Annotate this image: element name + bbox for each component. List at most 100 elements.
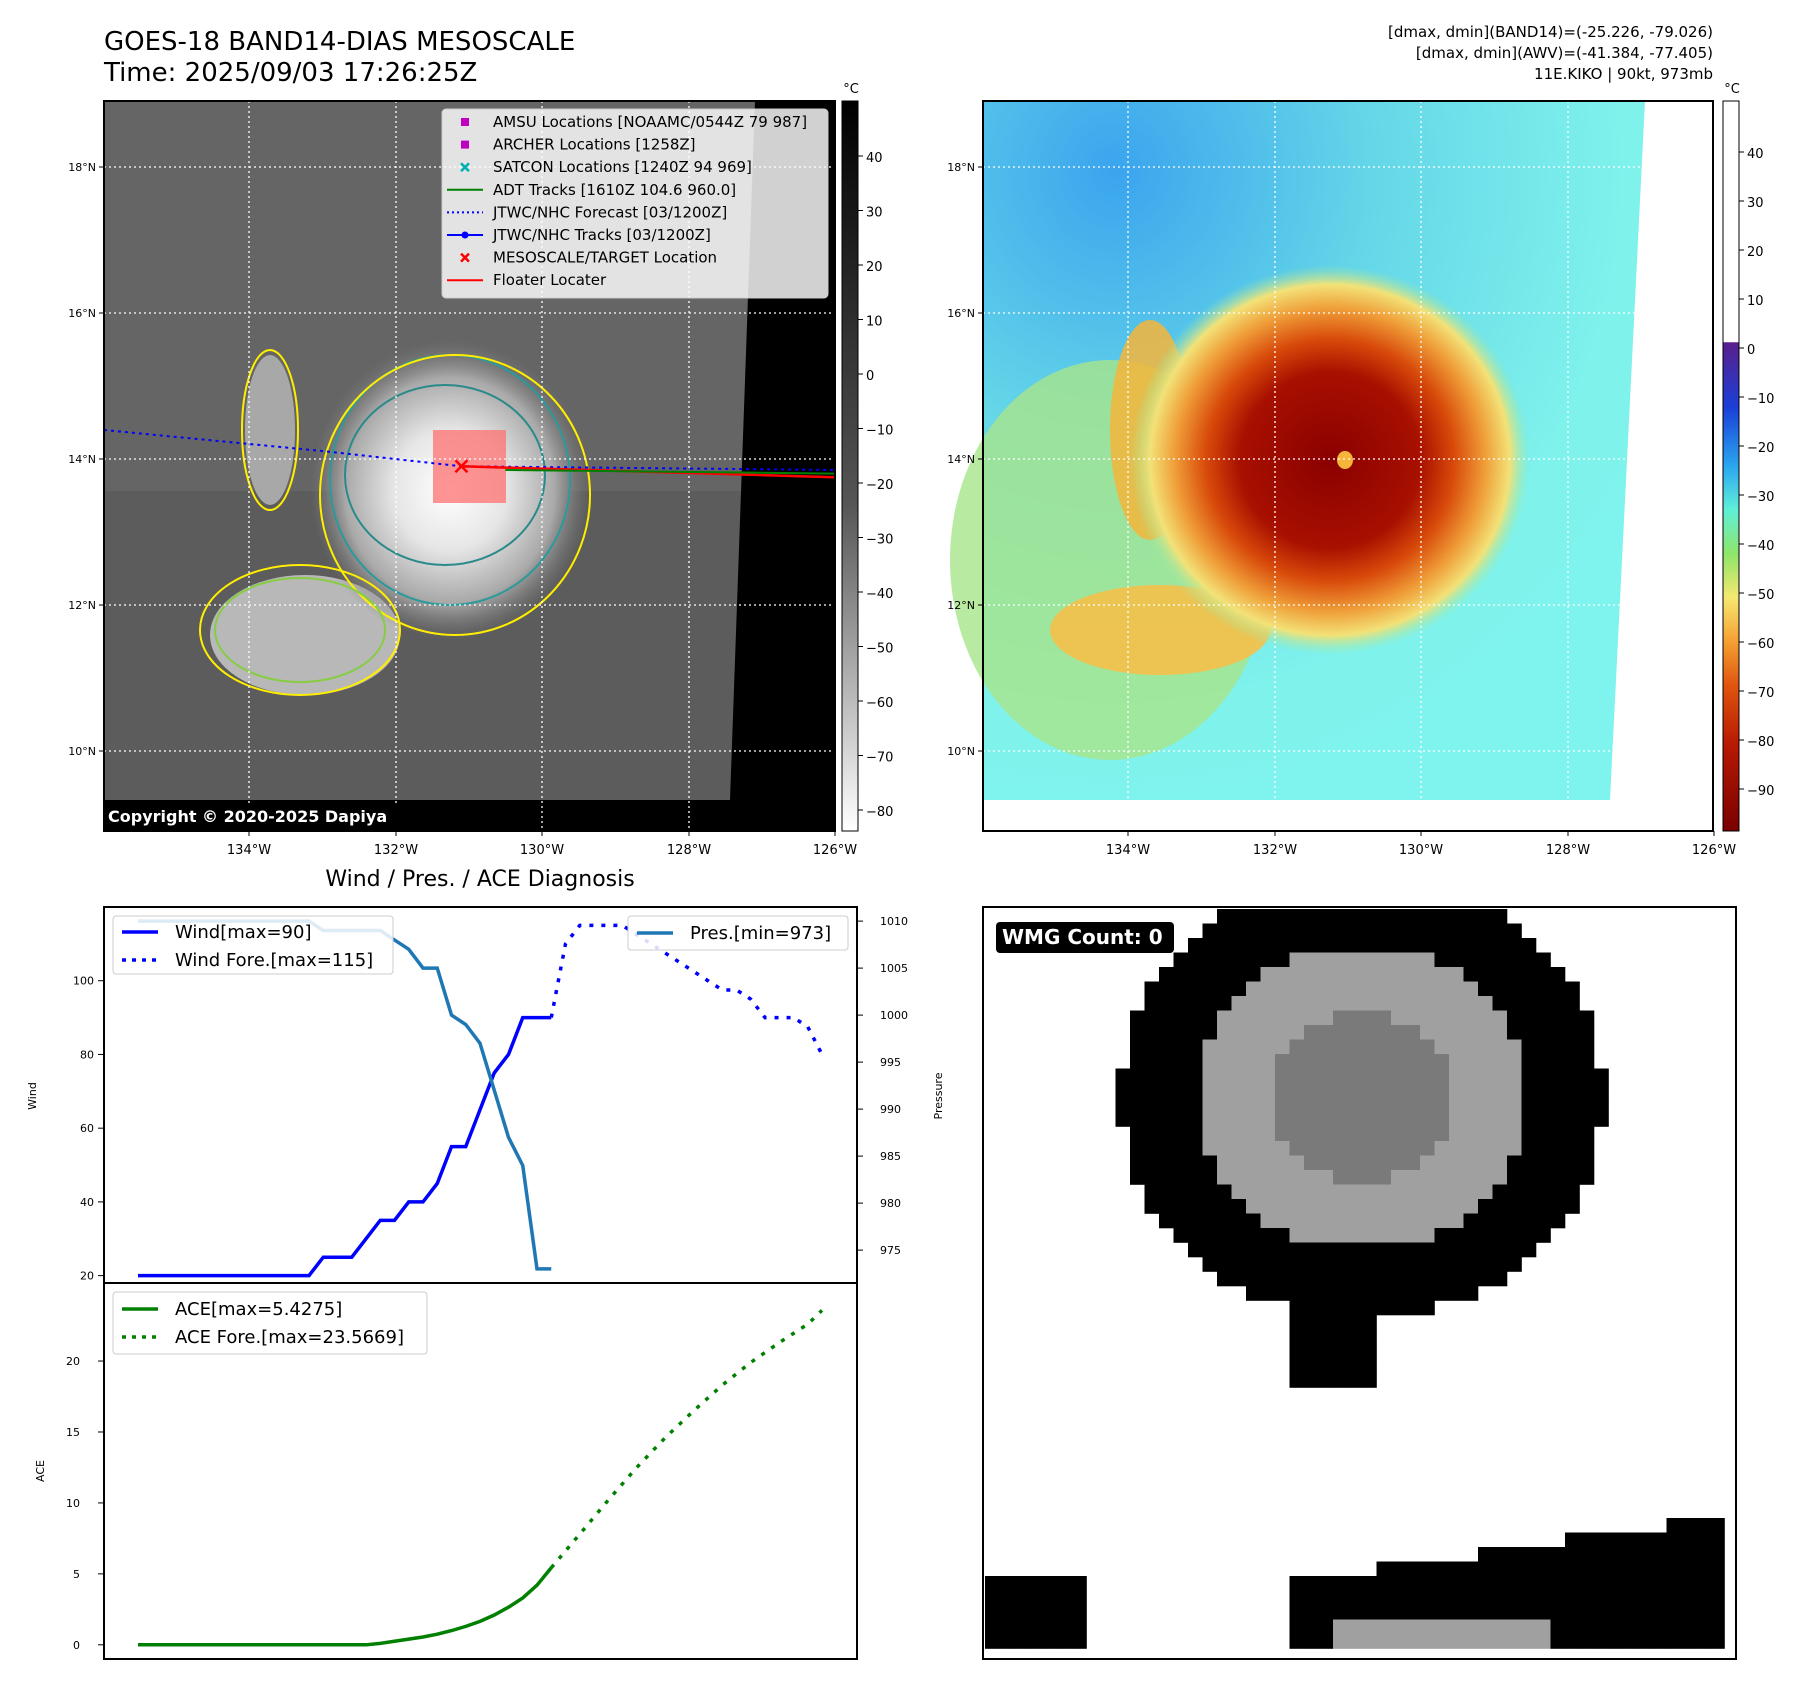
wmg-cell (1144, 1025, 1160, 1040)
wmg-cell (1579, 1155, 1595, 1171)
wmg-cell (1115, 1112, 1131, 1127)
wmg-cell (1318, 1300, 1334, 1316)
wmg-cell (1666, 1590, 1682, 1606)
wmg-badge (996, 922, 1174, 953)
wmg-cell (1463, 1054, 1479, 1069)
wmg-cell (1188, 1213, 1203, 1229)
gray-rainband-w (245, 355, 295, 505)
wmg-cell (1202, 1039, 1218, 1055)
wmg-cell (1449, 1141, 1464, 1156)
wmg-cell (1289, 1344, 1305, 1359)
wmg-cell (1173, 967, 1189, 982)
wmg-cell (1144, 981, 1160, 997)
wmg-cell (1014, 1576, 1029, 1591)
wmg-cell (1463, 1170, 1479, 1185)
wmg-cell (1173, 1141, 1189, 1156)
wmg-cell (1362, 1155, 1377, 1171)
wmg-cell (1695, 1619, 1711, 1635)
wmg-cell (1289, 1068, 1305, 1084)
wmg-cell (1217, 1242, 1232, 1258)
wmg-cell (1173, 1083, 1189, 1098)
wmg-cell (1565, 1590, 1580, 1606)
wmg-cell (1478, 909, 1493, 924)
lat-tick-label: 10°N (947, 745, 975, 758)
wmg-cell (1652, 1561, 1667, 1577)
wmg-cell (1536, 1025, 1551, 1040)
wmg-cell (1507, 1576, 1522, 1591)
wmg-cell (1057, 1634, 1073, 1649)
wmg-cell (1347, 1126, 1363, 1142)
wmg-cell (1333, 952, 1348, 968)
legend-label: Wind Fore.[max=115] (175, 950, 373, 971)
wmg-cell (1217, 1141, 1232, 1156)
wmg-cell (1434, 938, 1450, 953)
wmg-cell (1449, 1010, 1464, 1026)
wmg-cell (1420, 1257, 1435, 1272)
wmg-cell (1695, 1590, 1711, 1606)
gray-colorbar-tick-label: −60 (866, 696, 893, 711)
wind-legend: Wind[max=90] Wind Fore.[max=115] (112, 915, 394, 975)
wmg-cell (1695, 1518, 1711, 1533)
color-map-frame (982, 100, 1714, 832)
wmg-cell (1304, 1213, 1319, 1229)
lat-tick-label: 18°N (68, 161, 96, 174)
wmg-cell (1202, 1228, 1218, 1243)
wmg-cell (1260, 909, 1276, 924)
color-colorbar-tick-label: −40 (1747, 539, 1774, 554)
wmg-cell (1391, 981, 1406, 997)
wmg-cell (1304, 1242, 1319, 1258)
legend-label: Floater Locater (493, 271, 607, 289)
wmg-cell (1507, 1199, 1522, 1214)
wmg-cell (1666, 1576, 1682, 1591)
wmg-cell (1347, 1315, 1363, 1330)
wmg-cell (1521, 1126, 1537, 1142)
wmg-cell (1594, 1619, 1609, 1635)
gray-colorbar: °C 40 30 20 10 0 −10 −20 −30 −40 −50 −60 −70 −80 (841, 82, 893, 832)
wmg-cell (1550, 1547, 1566, 1562)
wmg-cell (1449, 1184, 1464, 1200)
wmg-cell (1492, 1619, 1508, 1635)
wmg-cell (1188, 1126, 1203, 1142)
wmg-cell (1391, 1083, 1406, 1098)
pressure-tick-label: 980 (880, 1197, 901, 1210)
wmg-cell (1405, 923, 1421, 939)
wmg-cell (999, 1576, 1015, 1591)
wmg-cell (1304, 1097, 1319, 1113)
wmg-cell (1463, 981, 1479, 997)
wmg-cell (1347, 938, 1363, 953)
wmg-cell (1478, 938, 1493, 953)
wmg-cell (1579, 1112, 1595, 1127)
wmg-cell (1565, 1068, 1580, 1084)
wmg-cell (1376, 1097, 1392, 1113)
wmg-cell (1188, 1083, 1203, 1098)
wmg-cell (1521, 1097, 1537, 1113)
wmg-cell (1492, 1547, 1508, 1562)
wmg-cell (1231, 1199, 1247, 1214)
wmg-cell (1478, 996, 1493, 1011)
wmg-cell (1347, 996, 1363, 1011)
wmg-cell (1318, 1344, 1334, 1359)
wmg-cell (1478, 1126, 1493, 1142)
wmg-cell (1347, 1344, 1363, 1359)
wmg-cell (1362, 1228, 1377, 1243)
wmg-cell (1536, 1228, 1551, 1243)
wmg-cell (1376, 1576, 1392, 1591)
wmg-cell (1376, 1170, 1392, 1185)
wmg-cell (1391, 1097, 1406, 1113)
wmg-cell (1289, 1315, 1305, 1330)
wmg-cell (1188, 967, 1203, 982)
wmg-cell (1405, 1605, 1421, 1620)
wmg-cell (1550, 1068, 1566, 1084)
wmg-cell (1420, 1228, 1435, 1243)
gray-colorbar-tick-label: −30 (866, 533, 893, 548)
wmg-cell (1246, 1010, 1261, 1026)
wmg-cell (1144, 1170, 1160, 1185)
wmg-cell (1565, 996, 1580, 1011)
wmg-cell (1217, 1097, 1232, 1113)
wmg-cell (1318, 1242, 1334, 1258)
wmg-cell (1405, 1097, 1421, 1113)
wmg-cell (1173, 981, 1189, 997)
wmg-cell (1304, 1358, 1319, 1374)
wmg-cell (1159, 981, 1174, 997)
wmg-cell (1681, 1634, 1696, 1649)
